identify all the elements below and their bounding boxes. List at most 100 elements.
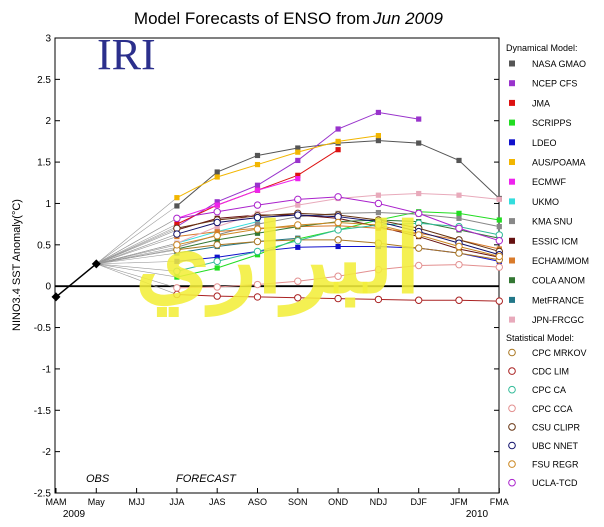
data-point (415, 296, 423, 304)
legend-marker (509, 237, 515, 244)
legend-item-aus-poama: AUS/POAMA (509, 158, 586, 168)
y-tick-label: -0.5 (34, 323, 52, 334)
data-point (173, 214, 181, 223)
data-point (416, 190, 422, 197)
legend-item-ecmwf: ECMWF (509, 177, 566, 187)
legend-item-kma-snu: KMA SNU (509, 217, 573, 227)
data-point (213, 257, 221, 266)
legend-header-statistical: Statistical Model: (506, 333, 574, 343)
legend-item-cpc-ca: CPC CA (508, 385, 566, 395)
data-point (335, 147, 341, 153)
legend-label: FSU REGR (532, 460, 579, 470)
data-point (495, 252, 503, 261)
data-point (374, 199, 383, 208)
legend-marker (509, 60, 515, 67)
data-point (294, 277, 302, 285)
legend-item-jpn-frcgc: JPN-FRCGC (509, 315, 584, 325)
x-tick-label: MJJ (128, 497, 145, 507)
data-point (254, 221, 261, 227)
legend-marker (509, 316, 515, 323)
series-cpc-cca (96, 260, 503, 292)
data-point (253, 280, 262, 289)
legend-label: ECMWF (532, 177, 566, 187)
legend-marker (509, 159, 515, 165)
legend-label: JPN-FRCGC (532, 315, 584, 325)
legend-marker (509, 80, 515, 87)
annotation-forecast: FORECAST (176, 473, 237, 485)
y-tick-label: 0.5 (37, 240, 51, 251)
series-ubc-nnet (96, 211, 503, 265)
legend-item-jma: JMA (509, 98, 550, 108)
data-point (334, 236, 342, 244)
legend-label: CPC CCA (532, 404, 573, 414)
data-point (374, 239, 383, 247)
data-point (495, 297, 503, 305)
legend-label: JMA (532, 98, 550, 108)
x-tick-label: ASO (248, 497, 267, 507)
legend-item-metfrance: MetFRANCE (509, 295, 584, 305)
legend-marker (509, 257, 515, 264)
data-point (495, 263, 503, 271)
legend-label: MetFRANCE (532, 295, 584, 305)
data-point (295, 244, 301, 250)
legend-label: NASA GMAO (532, 59, 586, 69)
legend-item-fsu-regr: FSU REGR (508, 460, 579, 470)
data-point (294, 221, 302, 229)
data-point (295, 202, 301, 208)
chart-title-date: Jun 2009 (372, 9, 443, 28)
legend-item-ukmo: UKMO (509, 197, 559, 207)
series-line (176, 135, 379, 199)
y-tick-label: 2 (45, 116, 51, 127)
data-point (456, 192, 462, 198)
data-point (214, 169, 220, 175)
data-point (173, 267, 181, 275)
data-point (374, 265, 383, 274)
data-point (173, 241, 181, 249)
legend-marker (508, 367, 516, 375)
legend-label: SCRIPPS (532, 118, 572, 128)
y-tick-label: -1.5 (34, 406, 52, 417)
data-point (254, 152, 261, 159)
data-point (253, 213, 262, 222)
legend-marker (509, 218, 515, 225)
x-tick-label: NDJ (370, 497, 388, 507)
data-point (214, 202, 220, 208)
data-point (456, 157, 462, 164)
data-point (415, 261, 423, 270)
legend-label: AUS/POAMA (532, 158, 586, 168)
data-point (335, 126, 341, 132)
data-point (214, 265, 220, 271)
data-point (374, 295, 383, 304)
year-label: 2010 (466, 509, 489, 520)
legend-label: COLA ANOM (532, 276, 585, 286)
data-point (416, 140, 422, 146)
observed-point (91, 259, 101, 269)
y-tick-label: 1.5 (37, 158, 51, 169)
legend-label: CDC LIM (532, 367, 569, 377)
series-connector (96, 227, 178, 265)
data-point (496, 196, 502, 202)
data-point (174, 258, 180, 264)
series-connector (96, 244, 177, 265)
legend-item-essic-icm: ESSIC ICM (509, 236, 578, 246)
data-point (415, 209, 423, 218)
series-connector (96, 249, 177, 265)
data-point (374, 221, 383, 229)
series-cdc-lim (96, 263, 503, 305)
data-point (375, 109, 381, 116)
x-tick-label: JFM (450, 497, 468, 507)
data-point (295, 145, 301, 151)
data-point (334, 294, 342, 303)
data-point (254, 182, 261, 188)
legend-item-cpc-mrkov: CPC MRKOV (508, 348, 587, 358)
legend-marker (508, 348, 516, 357)
series-connector (96, 223, 178, 265)
data-point (253, 293, 262, 301)
series-connector (96, 197, 178, 265)
data-point (375, 137, 381, 144)
data-point (294, 195, 302, 204)
data-point (214, 228, 220, 235)
legend-item-ldeo: LDEO (509, 138, 557, 148)
legend-marker (508, 460, 516, 468)
